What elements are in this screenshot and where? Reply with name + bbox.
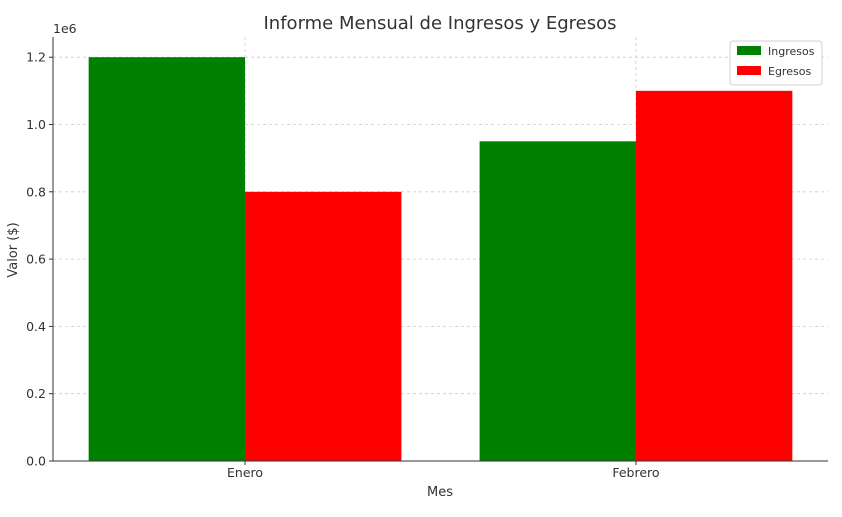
bars-layer	[88, 57, 793, 462]
legend: Ingresos Egresos	[729, 40, 823, 86]
bar-egresos-febrero	[635, 90, 793, 461]
bar-ingresos-enero	[88, 57, 246, 461]
x-axis-label: Mes	[427, 485, 453, 500]
x-tick-label: Enero	[227, 465, 263, 480]
legend-label-ingresos: Ingresos	[768, 45, 815, 58]
axes-layer	[52, 37, 828, 462]
legend-swatch-egresos	[737, 66, 761, 75]
legend-swatch-ingresos	[737, 46, 761, 55]
legend-label-egresos: Egresos	[768, 65, 811, 78]
x-tick-label: Febrero	[612, 465, 659, 480]
bar-egresos-enero	[245, 191, 402, 462]
ticks-layer: 0.0 0.2 0.4 0.6 0.8 1.0 1.2 Enero Febrero	[26, 50, 659, 480]
y-tick-label: 1.0	[26, 117, 46, 132]
y-tick-label: 1.2	[26, 50, 46, 65]
y-tick-label: 0.6	[26, 252, 46, 267]
y-tick-label: 0.8	[26, 184, 46, 199]
y-tick-label: 0.0	[26, 454, 46, 469]
y-axis-offset-label: 1e6	[53, 21, 77, 36]
y-tick-label: 0.4	[26, 319, 46, 334]
y-axis-label: Valor ($)	[6, 222, 21, 277]
chart-title: Informe Mensual de Ingresos y Egresos	[264, 13, 617, 34]
y-tick-label: 0.2	[26, 386, 46, 401]
bar-ingresos-febrero	[479, 141, 636, 462]
